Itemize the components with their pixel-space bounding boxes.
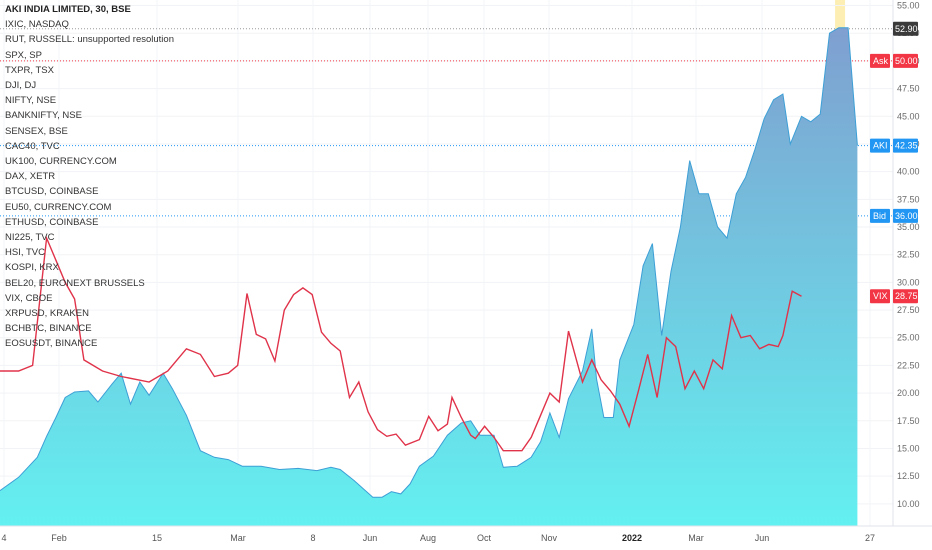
badge-label: Bid [873,211,886,221]
badge-label-bg [870,208,890,223]
legend-symbol[interactable]: EU50, CURRENCY.COM [5,201,112,213]
badge-value-bg [893,208,918,223]
badge-label-bg [870,138,890,153]
x-tick-label: Mar [688,533,704,543]
y-tick-label: 25.00 [897,333,920,343]
y-tick-label: 37.50 [897,194,920,204]
y-tick-label: 12.50 [897,471,920,481]
aki-area [0,27,858,526]
badge-label-bg [870,53,890,68]
legend-symbol[interactable]: NIFTY, NSE [5,95,57,107]
badge-value-bg [893,21,918,36]
y-tick-label: 30.00 [897,277,920,287]
x-tick-label: 4 [1,533,6,543]
y-tick-label: 15.00 [897,443,920,453]
x-tick-label: 8 [310,533,315,543]
y-tick-label: 40.00 [897,167,920,177]
legend-symbol[interactable]: BCHBTC, BINANCE [5,323,92,335]
badge-value: 50.00 [895,56,918,66]
badge-label: AKI [873,141,888,151]
badge-value: 52.90 [895,24,918,34]
y-tick-label: 20.00 [897,388,920,398]
badge-label: Ask [873,56,889,66]
badge-value: 42.35 [895,141,918,151]
y-tick-label: 10.00 [897,499,920,509]
x-tick-label: Oct [477,533,492,543]
chart-title[interactable]: AKI INDIA LIMITED, 30, BSE [5,4,131,15]
x-tick-label: Jun [363,533,378,543]
legend-symbol[interactable]: CAC40, TVC [5,140,60,152]
legend-symbol[interactable]: HSI, TVC [5,247,45,259]
x-tick-label: Mar [230,533,246,543]
legend-symbol[interactable]: SPX, SP [5,49,42,61]
x-tick-label: Nov [541,533,558,543]
legend-symbol[interactable]: ETHUSD, COINBASE [5,216,99,228]
vix-line [0,235,802,452]
legend-symbol[interactable]: NI225, TVC [5,232,55,243]
legend-symbol[interactable]: KOSPI, KRX [5,262,59,274]
y-tick-label: 35.00 [897,222,920,232]
legend-symbol[interactable]: DAX, XETR [5,171,56,183]
legend-symbol[interactable]: VIX, CBOE [5,292,53,304]
x-tick-label: 15 [152,533,162,543]
legend-symbol[interactable]: RUT, RUSSELL: unsupported resolution [5,34,174,46]
badge-value-bg [893,53,918,68]
price-badges: 52.90 Ask 50.00 AKI 42.35 Bid 36.00 VIX 28.75 [870,21,918,304]
legend-symbol[interactable]: SENSEX, BSE [5,125,68,137]
badge-value: 36.00 [895,211,918,221]
badge-label: VIX [873,291,888,301]
x-tick-label: 27 [865,533,875,543]
legend-symbol[interactable]: DJI, DJ [5,80,37,91]
legend-symbol[interactable]: BEL20, EURONEXT BRUSSELS [5,277,145,289]
x-tick-label: Jun [755,533,770,543]
x-tick-label: Aug [420,533,436,543]
y-tick-label: 55.00 [897,1,920,11]
legend-symbol[interactable]: UK100, CURRENCY.COM [5,156,117,167]
y-tick-label: 47.50 [897,84,920,94]
y-tick-label: 32.50 [897,250,920,260]
y-tick-label: 17.50 [897,416,920,426]
time-axis[interactable]: 4 Feb 15 Mar 8 Jun Aug Oct Nov 2022 Mar Jun 27 [1,533,875,543]
legend-symbol[interactable]: EOSUSDT, BINANCE [5,338,98,350]
badge-value-bg [893,289,918,304]
grid-lines [0,0,893,526]
y-tick-label: 45.00 [897,111,920,121]
badge-label-bg [870,289,890,304]
legend-symbol[interactable]: BANKNIFTY, NSE [5,110,82,122]
y-tick-label: 27.50 [897,305,920,315]
current-bar-highlight [835,0,846,30]
badge-value: 28.75 [895,291,918,301]
legend-symbol[interactable]: IXIC, NASDAQ [5,19,69,31]
aki-line [0,27,858,498]
y-tick-label: 22.50 [897,360,920,370]
legend-symbol[interactable]: BTCUSD, COINBASE [5,186,99,198]
badge-value-bg [893,138,918,153]
legend-symbol[interactable]: TXPR, TSX [5,64,54,76]
x-tick-label: Feb [51,533,67,543]
legend-symbol[interactable]: XRPUSD, KRAKEN [5,308,89,319]
x-tick-label: 2022 [622,533,642,543]
